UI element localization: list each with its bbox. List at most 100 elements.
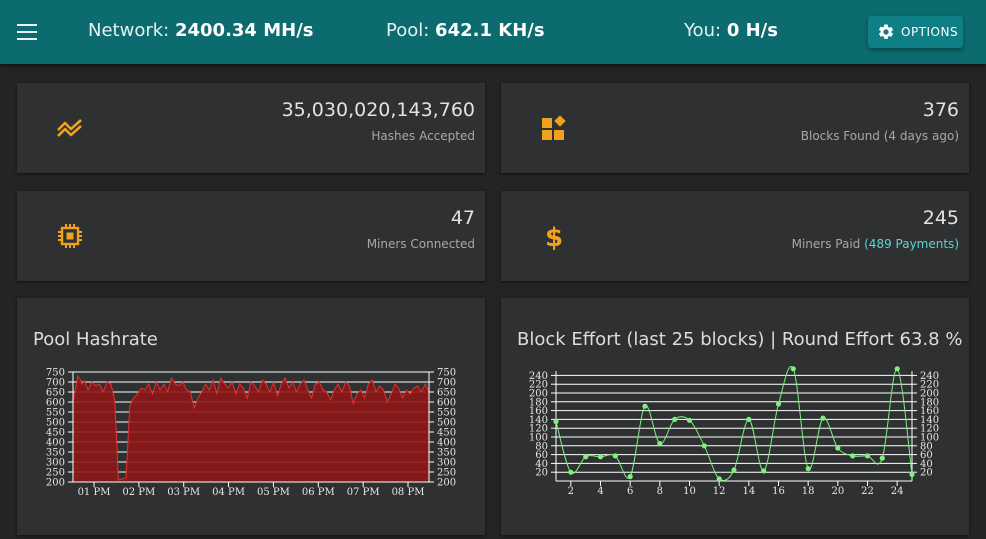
effort-point: [553, 419, 559, 425]
pool-hashrate-title: Pool Hashrate: [33, 329, 158, 350]
y-tick-label: 240: [920, 371, 939, 382]
effort-line: [555, 366, 913, 482]
effort-point: [672, 416, 678, 422]
effort-point: [775, 401, 782, 407]
effort-point: [597, 454, 604, 460]
y-tick-label: 240: [529, 371, 548, 382]
effort-point: [820, 415, 826, 421]
you-label: You:: [684, 20, 722, 41]
y-tick-label: 20: [535, 468, 548, 479]
y-tick-label: 140: [529, 415, 548, 426]
chip-icon: [58, 224, 82, 248]
y-tick-label: 180: [920, 397, 939, 408]
x-tick-label: 6: [627, 486, 633, 497]
y-tick-label: 700: [46, 378, 65, 389]
blocks-found-label: Blocks Found (4 days ago): [800, 129, 959, 143]
y-tick-label: 100: [529, 433, 548, 444]
y-tick-label: 300: [46, 458, 65, 469]
your-hashrate: You: 0 H/s: [684, 20, 778, 41]
miners-paid-text: Miners Paid: [791, 237, 861, 251]
y-tick-label: 60: [920, 450, 933, 461]
effort-point: [879, 455, 885, 461]
effort-point: [790, 366, 796, 372]
miners-paid-card: $ 245 Miners Paid (489 Payments): [501, 191, 969, 281]
y-tick-label: 600: [46, 398, 65, 409]
effort-point: [657, 441, 663, 447]
effort-point: [850, 453, 856, 459]
x-tick-label: 03 PM: [167, 487, 200, 498]
network-value: 2400.34 MH/s: [174, 20, 314, 41]
effort-point: [701, 443, 707, 449]
y-tick-label: 20: [920, 468, 933, 479]
trend-icon: [57, 119, 82, 137]
y-tick-label: 250: [46, 468, 65, 479]
effort-point: [583, 454, 589, 460]
network-label: Network:: [88, 20, 170, 41]
x-tick-label: 16: [772, 486, 785, 497]
effort-point: [894, 366, 900, 372]
y-tick-label: 120: [529, 424, 548, 435]
effort-point: [612, 453, 618, 459]
effort-point: [716, 476, 722, 482]
x-tick-label: 8: [657, 486, 663, 497]
y-tick-label: 120: [920, 424, 939, 435]
miners-paid-value: 245: [922, 207, 959, 229]
x-tick-label: 04 PM: [212, 487, 245, 498]
y-tick-label: 350: [46, 448, 65, 459]
y-tick-label: 650: [46, 388, 65, 399]
menu-icon[interactable]: [17, 24, 37, 40]
y-tick-label: 750: [437, 368, 456, 379]
options-button[interactable]: OPTIONS: [868, 16, 963, 48]
x-tick-label: 02 PM: [122, 487, 155, 498]
pool-hashrate-card: Pool Hashrate 200 200 250 250 300 300 350 350 40…: [17, 298, 485, 535]
widgets-icon: [542, 115, 566, 140]
network-hashrate: Network: 2400.34 MH/s: [88, 20, 313, 41]
hashes-accepted-value: 35,030,020,143,760: [281, 99, 475, 121]
payments-link[interactable]: (489 Payments): [864, 237, 959, 251]
effort-point: [746, 416, 752, 422]
effort-point: [835, 445, 841, 451]
hashes-accepted-label: Hashes Accepted: [371, 129, 475, 143]
you-value: 0 H/s: [726, 20, 778, 41]
options-label: OPTIONS: [901, 25, 959, 39]
y-tick-label: 450: [437, 428, 456, 439]
x-tick-label: 14: [742, 486, 755, 497]
y-tick-label: 140: [920, 415, 939, 426]
effort-point: [627, 474, 633, 480]
y-tick-label: 200: [529, 389, 548, 400]
y-tick-label: 40: [920, 459, 933, 470]
y-tick-label: 200: [437, 478, 456, 489]
dollar-icon: $: [545, 223, 563, 251]
y-tick-label: 700: [437, 378, 456, 389]
y-tick-label: 550: [46, 408, 65, 419]
y-tick-label: 350: [437, 448, 456, 459]
x-tick-label: 05 PM: [257, 487, 290, 498]
block-effort-title: Block Effort (last 25 blocks) | Round Ef…: [517, 329, 963, 350]
hashrate-line: [72, 374, 430, 481]
y-tick-label: 60: [535, 450, 548, 461]
y-tick-label: 160: [920, 406, 939, 417]
x-tick-label: 06 PM: [302, 487, 335, 498]
hashes-accepted-card: 35,030,020,143,760 Hashes Accepted: [17, 83, 485, 173]
miners-paid-label: Miners Paid (489 Payments): [792, 237, 959, 251]
pool-hashrate: Pool: 642.1 KH/s: [386, 20, 545, 41]
x-tick-label: 01 PM: [78, 487, 111, 498]
svg-text:$: $: [545, 223, 563, 251]
y-tick-label: 450: [46, 428, 65, 439]
x-tick-label: 10: [683, 486, 696, 497]
y-tick-label: 80: [920, 441, 933, 452]
y-tick-label: 200: [46, 478, 65, 489]
blocks-found-card: 376 Blocks Found (4 days ago): [501, 83, 969, 173]
pool-value: 642.1 KH/s: [435, 20, 545, 41]
y-tick-label: 650: [437, 388, 456, 399]
x-tick-label: 24: [891, 486, 904, 497]
hashrate-area: [73, 376, 429, 482]
x-tick-label: 2: [568, 486, 574, 497]
y-tick-label: 550: [437, 408, 456, 419]
y-tick-label: 500: [437, 418, 456, 429]
y-tick-label: 300: [437, 458, 456, 469]
y-tick-label: 40: [535, 459, 548, 470]
x-tick-label: 08 PM: [392, 487, 425, 498]
